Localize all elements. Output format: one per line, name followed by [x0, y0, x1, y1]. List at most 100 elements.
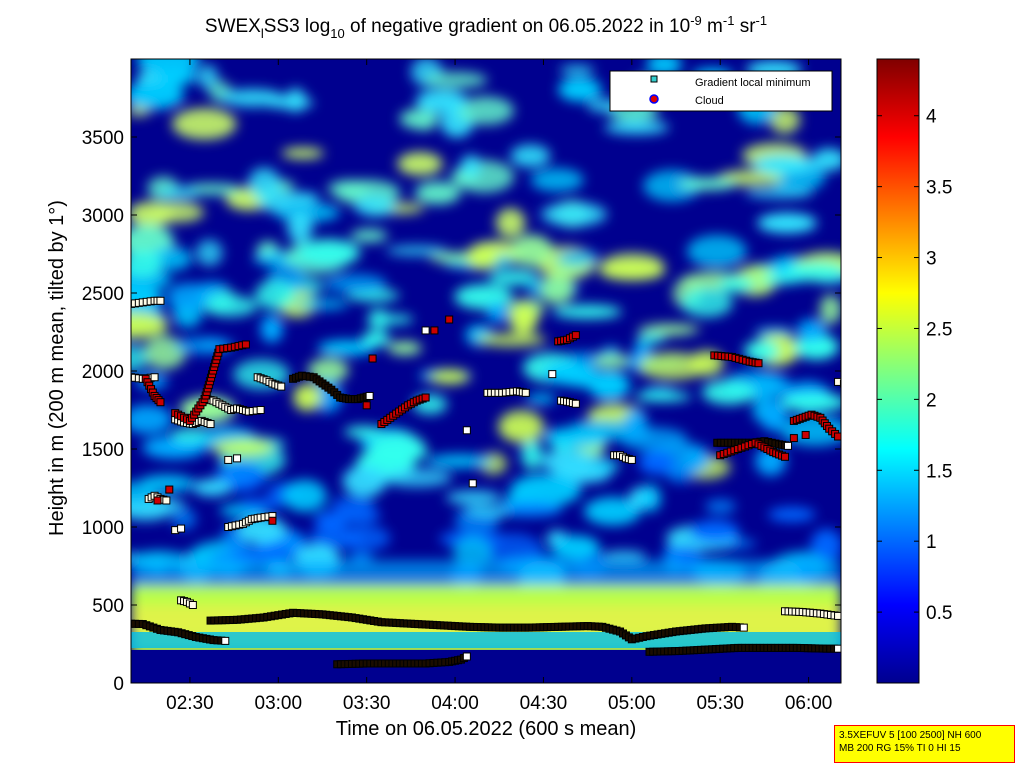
heat-blob	[681, 287, 733, 318]
heat-blob	[170, 427, 207, 444]
heat-blob	[350, 228, 388, 243]
x-tick-label: 02:30	[166, 693, 214, 714]
heat-blob	[298, 239, 361, 267]
heat-blob	[367, 308, 390, 331]
heat-blob	[195, 239, 223, 267]
cloud-marker	[156, 398, 165, 407]
heat-blob	[601, 550, 647, 563]
colorbar-tick-label: 2	[926, 390, 937, 411]
gradient-minimum-marker	[783, 441, 792, 450]
heat-blob	[665, 463, 696, 484]
gradient-minimum-marker	[156, 296, 165, 305]
legend-label-cloud: Cloud	[695, 95, 724, 107]
heat-blob	[811, 148, 841, 171]
y-tick-label: 1000	[82, 518, 124, 539]
y-axis: 0 500 1000 1500 2000 2500 3000 3500	[82, 128, 841, 695]
heat-blob	[551, 535, 600, 560]
cloud-marker	[165, 485, 174, 494]
heat-blob	[287, 211, 313, 244]
cloud-marker	[268, 516, 277, 525]
heat-blob	[172, 108, 237, 140]
heat-blob	[426, 454, 493, 468]
x-tick-label: 04:30	[520, 693, 568, 714]
heat-blob	[540, 202, 608, 227]
heat-blob	[327, 179, 370, 198]
gradient-minimum-marker	[739, 623, 748, 632]
heat-blob	[521, 437, 543, 470]
heat-blob	[705, 499, 736, 514]
heat-blob	[530, 168, 584, 192]
heat-blob	[652, 324, 701, 335]
cloud-marker	[368, 354, 377, 363]
heat-blob	[561, 373, 624, 389]
gradient-minimum-marker	[834, 611, 841, 620]
x-tick-label: 06:00	[785, 693, 833, 714]
heat-blob	[131, 201, 175, 227]
heat-blob	[743, 340, 780, 362]
heat-blob	[429, 369, 470, 385]
heat-blob	[342, 465, 387, 498]
heat-blob	[604, 120, 670, 135]
heat-blob	[498, 422, 542, 433]
heat-blob	[136, 59, 200, 75]
heat-blob	[157, 186, 200, 200]
heat-blob	[759, 400, 787, 432]
y-tick-label: 2500	[82, 284, 124, 305]
heat-blob	[552, 304, 622, 319]
heat-blob	[460, 154, 482, 178]
x-axis: 02:30 03:00 03:30 04:00 04:30 05:00 05:30 06:00	[166, 59, 832, 714]
heat-blob	[639, 352, 708, 381]
heat-blob	[584, 497, 641, 526]
heat-blob	[760, 274, 798, 285]
heat-blob	[638, 450, 676, 475]
heat-blob	[131, 404, 173, 435]
heat-blob	[282, 479, 327, 512]
x-tick-label: 03:30	[343, 693, 391, 714]
gradient-minimum-marker	[365, 391, 374, 400]
info-line-1: 3.5XEFUV 5 [100 2500] NH 600	[839, 730, 982, 741]
gradient-minimum-marker	[462, 652, 471, 661]
y-axis-label: Height in m (200 m mean, tilted by 1°)	[46, 200, 68, 536]
heat-blob	[494, 501, 563, 517]
heat-blob	[171, 508, 197, 530]
heat-blob	[643, 170, 701, 202]
heat-blob	[340, 525, 391, 551]
heat-blob	[387, 341, 422, 356]
heat-blob	[317, 340, 375, 356]
gradient-minimum-marker	[233, 454, 242, 463]
heat-texture	[131, 59, 841, 655]
y-tick-label: 3500	[82, 128, 124, 149]
heat-blob	[423, 71, 488, 89]
cloud-marker	[421, 393, 430, 402]
info-line-2: MB 200 RG 15% TI 0 HI 15	[839, 743, 961, 754]
cloud-marker	[754, 359, 763, 368]
legend-marker-cloud	[649, 94, 659, 104]
x-tick-label: 03:00	[255, 693, 303, 714]
heat-blob	[769, 106, 801, 134]
heat-blob	[220, 88, 285, 107]
heat-blob	[620, 427, 688, 452]
gradient-minimum-marker	[462, 426, 471, 435]
colorbar-ticks: 0.5 1 1.5 2 2.5 3 3.5 4	[877, 107, 952, 624]
gradient-minimum-marker	[177, 524, 186, 533]
heat-blob	[284, 88, 307, 113]
x-tick-label: 04:00	[431, 693, 479, 714]
x-axis-label: Time on 06.05.2022 (600 s mean)	[336, 718, 637, 740]
heat-blob	[211, 439, 275, 457]
marker-layer	[131, 296, 841, 669]
heat-blob	[131, 344, 148, 372]
gradient-minimum-marker	[627, 455, 636, 464]
heat-blob	[324, 273, 387, 293]
heat-blob	[757, 212, 817, 234]
heat-blob	[810, 528, 841, 562]
colorbar-gradient	[876, 58, 920, 684]
heat-blob	[495, 208, 526, 238]
heat-blob	[293, 383, 322, 412]
heat-blob	[381, 468, 453, 488]
heat-blob	[701, 379, 756, 405]
cloud-marker	[241, 340, 250, 349]
heat-blob	[397, 152, 443, 176]
cloud-marker	[445, 315, 454, 324]
heat-blob	[131, 312, 169, 339]
